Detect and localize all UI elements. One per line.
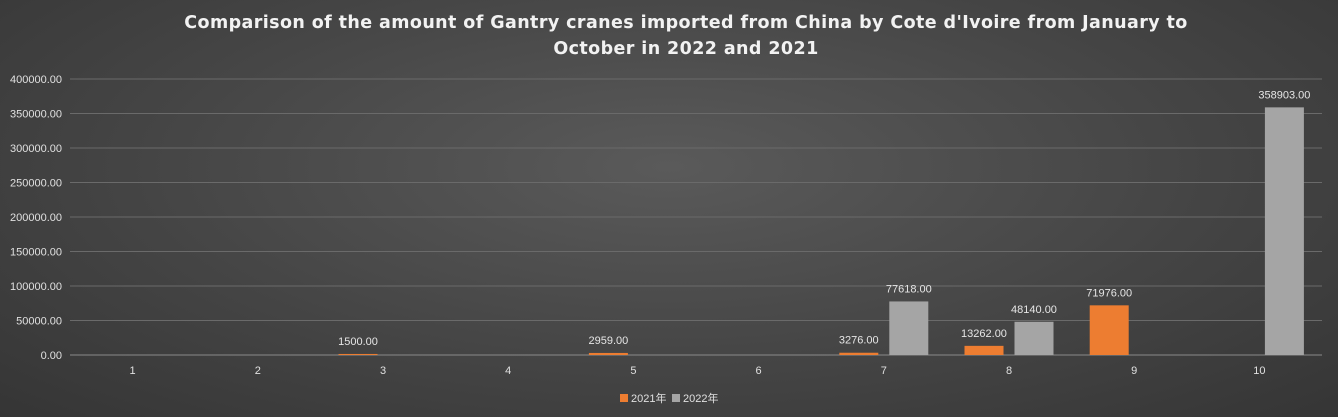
x-axis: 1 2 3 4 5 6 7 8 9 10 — [130, 365, 1266, 377]
legend-label: 2022年 — [683, 391, 718, 405]
y-tick-label: 200000.00 — [10, 212, 62, 224]
chart-title: Comparison of the amount of Gantry crane… — [184, 13, 1188, 59]
bar-2021 — [839, 352, 879, 355]
bar-2022 — [889, 301, 929, 355]
x-tick-label: 4 — [505, 365, 511, 377]
y-tick-label: 150000.00 — [10, 247, 62, 259]
x-tick-label: 3 — [380, 365, 386, 377]
data-label: 358903.00 — [1258, 89, 1310, 101]
x-tick-label: 7 — [881, 365, 887, 377]
data-label: 2959.00 — [589, 335, 629, 347]
bars — [338, 107, 1304, 355]
x-tick-label: 5 — [630, 365, 636, 377]
data-label: 13262.00 — [961, 328, 1007, 340]
x-tick-label: 6 — [756, 365, 762, 377]
y-tick-label: 400000.00 — [10, 74, 62, 86]
legend-label: 2021年 — [631, 391, 666, 405]
bar-2021 — [964, 345, 1004, 355]
y-tick-label: 300000.00 — [10, 143, 62, 155]
data-label: 1500.00 — [338, 336, 378, 348]
x-tick-label: 9 — [1131, 365, 1137, 377]
x-tick-label: 2 — [255, 365, 261, 377]
bar-2022 — [1014, 321, 1054, 355]
data-labels: 1500.00 2959.00 3276.00 13262.00 71976.00 776… — [338, 89, 1310, 348]
legend-swatch — [672, 394, 680, 402]
y-tick-label: 100000.00 — [10, 281, 62, 293]
legend: 2021年 2022年 — [620, 391, 718, 405]
y-tick-label: 50000.00 — [16, 316, 62, 328]
bar-2022 — [1264, 107, 1304, 355]
x-tick-label: 10 — [1253, 365, 1265, 377]
data-label: 48140.00 — [1011, 304, 1057, 316]
x-tick-label: 1 — [130, 365, 136, 377]
y-tick-label: 250000.00 — [10, 178, 62, 190]
data-label: 3276.00 — [839, 335, 879, 347]
y-axis: 0.00 50000.00 100000.00 150000.00 200000.00 2… — [10, 74, 62, 362]
bar-2021 — [1089, 305, 1129, 355]
y-tick-label: 0.00 — [41, 350, 62, 362]
bar-2021 — [338, 353, 378, 355]
y-tick-label: 350000.00 — [10, 109, 62, 121]
bar-2021 — [588, 352, 628, 355]
x-tick-label: 8 — [1006, 365, 1012, 377]
legend-swatch — [620, 394, 628, 402]
data-label: 71976.00 — [1086, 287, 1132, 299]
data-label: 77618.00 — [886, 283, 932, 295]
gridlines — [70, 78, 1322, 356]
